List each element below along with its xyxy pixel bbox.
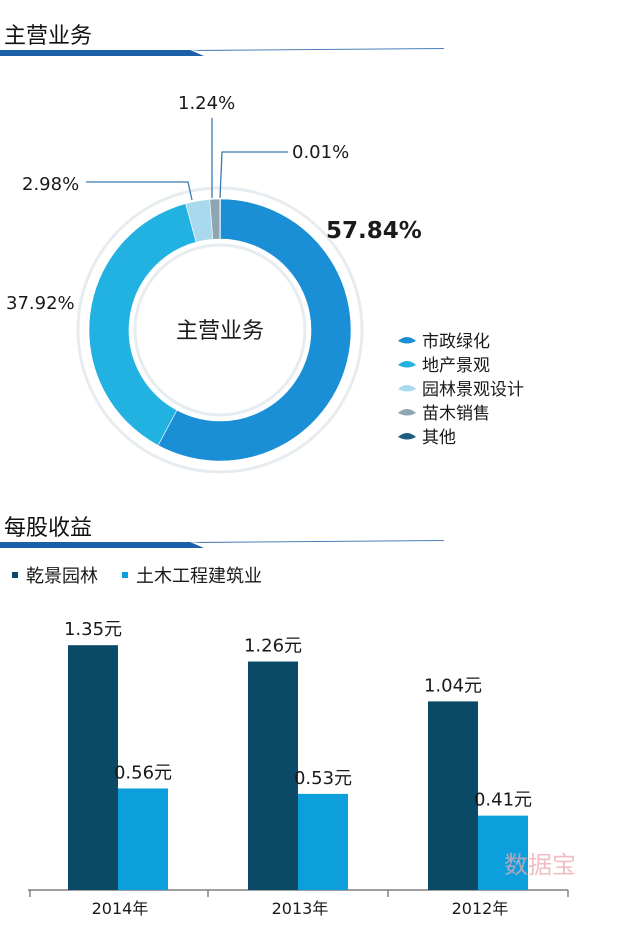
bar-1-0 bbox=[118, 788, 168, 890]
slice-label-2: 2.98% bbox=[22, 174, 79, 195]
donut-slice-1 bbox=[88, 203, 197, 446]
section-title-eps: 每股收益 bbox=[4, 516, 93, 541]
donut-center-label: 主营业务 bbox=[176, 319, 264, 344]
legend-label-2: 园林景观设计 bbox=[422, 380, 524, 400]
slice-label-0: 57.84% bbox=[326, 218, 422, 244]
bar-value-label-1-1: 0.53元 bbox=[294, 768, 352, 789]
header-bar-1-line bbox=[190, 48, 444, 51]
header-bar-2-accent bbox=[0, 542, 204, 548]
legend-swatch-0 bbox=[398, 337, 416, 344]
leader-line-2 bbox=[86, 181, 193, 201]
bar-0-0 bbox=[68, 645, 118, 890]
legend-swatch-2 bbox=[398, 385, 416, 392]
legend-swatch-1 bbox=[398, 361, 416, 368]
legend-label-1: 地产景观 bbox=[422, 356, 490, 376]
bar-legend-label-1: 土木工程建筑业 bbox=[136, 566, 262, 587]
bar-legend-swatch-1 bbox=[122, 572, 128, 578]
leader-line-4 bbox=[219, 151, 288, 199]
legend-swatch-3 bbox=[398, 409, 416, 416]
slice-label-4: 0.01% bbox=[292, 142, 349, 163]
bar-1-1 bbox=[298, 793, 348, 890]
header-bar-2-line bbox=[190, 540, 444, 543]
watermark: 数据宝 bbox=[504, 851, 576, 879]
legend-swatch-4 bbox=[398, 433, 416, 440]
bar-value-label-0-1: 1.26元 bbox=[244, 636, 302, 657]
donut-inner-ring bbox=[133, 243, 307, 417]
legend-label-0: 市政绿化 bbox=[422, 332, 490, 352]
bar-value-label-0-2: 1.04元 bbox=[424, 675, 482, 696]
bar-0-1 bbox=[248, 661, 298, 890]
legend-label-4: 其他 bbox=[422, 428, 456, 448]
legend-label-3: 苗木销售 bbox=[422, 404, 490, 424]
section-title-main-business: 主营业务 bbox=[4, 24, 93, 49]
bar-value-label-1-2: 0.41元 bbox=[474, 790, 532, 811]
x-tick-label-1: 2013年 bbox=[272, 899, 329, 918]
bar-legend-swatch-0 bbox=[12, 572, 18, 578]
header-bar-1-accent bbox=[0, 50, 204, 56]
bar-1-2 bbox=[478, 815, 528, 890]
bar-value-label-0-0: 1.35元 bbox=[64, 619, 122, 640]
bar-value-label-1-0: 0.56元 bbox=[114, 762, 172, 783]
bar-0-2 bbox=[428, 701, 478, 890]
x-tick-label-0: 2014年 bbox=[92, 899, 149, 918]
donut-slice-4 bbox=[219, 198, 221, 240]
bar-legend-label-0: 乾景园林 bbox=[26, 566, 98, 587]
donut-slice-0 bbox=[157, 198, 352, 462]
slice-label-3: 1.24% bbox=[178, 93, 235, 114]
slice-label-1: 37.92% bbox=[6, 293, 75, 314]
x-tick-label-2: 2012年 bbox=[452, 899, 509, 918]
